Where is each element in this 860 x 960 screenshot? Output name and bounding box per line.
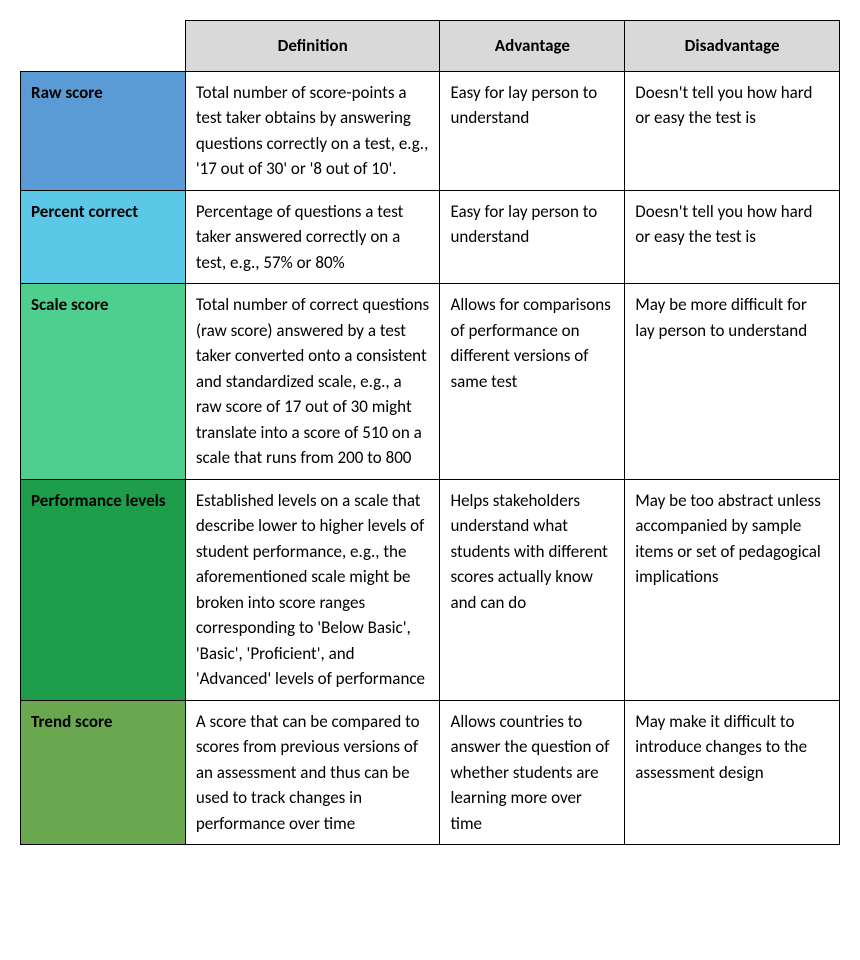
cell-definition: Total number of score-points a test take… bbox=[185, 71, 440, 190]
cell-disadvantage: Doesn't tell you how hard or easy the te… bbox=[625, 71, 840, 190]
cell-definition: Percentage of questions a test taker ans… bbox=[185, 190, 440, 284]
header-definition: Definition bbox=[185, 21, 440, 72]
cell-disadvantage: May be too abstract unless accompanied b… bbox=[625, 479, 840, 700]
row-label-trend-score: Trend score bbox=[21, 700, 186, 845]
cell-disadvantage: May make it difficult to introduce chang… bbox=[625, 700, 840, 845]
cell-advantage: Easy for lay person to understand bbox=[440, 190, 625, 284]
row-label-performance-levels: Performance levels bbox=[21, 479, 186, 700]
row-label-raw-score: Raw score bbox=[21, 71, 186, 190]
table-row: Raw score Total number of score-points a… bbox=[21, 71, 840, 190]
table-row: Percent correct Percentage of questions … bbox=[21, 190, 840, 284]
row-label-percent-correct: Percent correct bbox=[21, 190, 186, 284]
cell-disadvantage: Doesn't tell you how hard or easy the te… bbox=[625, 190, 840, 284]
table-row: Trend score A score that can be compared… bbox=[21, 700, 840, 845]
header-advantage: Advantage bbox=[440, 21, 625, 72]
cell-disadvantage: May be more difficult for lay person to … bbox=[625, 284, 840, 480]
cell-advantage: Helps stakeholders understand what stude… bbox=[440, 479, 625, 700]
cell-definition: Established levels on a scale that descr… bbox=[185, 479, 440, 700]
cell-advantage: Allows countries to answer the question … bbox=[440, 700, 625, 845]
header-disadvantage: Disadvantage bbox=[625, 21, 840, 72]
cell-definition: Total number of correct questions (raw s… bbox=[185, 284, 440, 480]
table-row: Performance levels Established levels on… bbox=[21, 479, 840, 700]
cell-definition: A score that can be compared to scores f… bbox=[185, 700, 440, 845]
cell-advantage: Easy for lay person to understand bbox=[440, 71, 625, 190]
row-label-scale-score: Scale score bbox=[21, 284, 186, 480]
cell-advantage: Allows for comparisons of performance on… bbox=[440, 284, 625, 480]
header-empty bbox=[21, 21, 186, 72]
score-types-table: Definition Advantage Disadvantage Raw sc… bbox=[20, 20, 840, 845]
table-row: Scale score Total number of correct ques… bbox=[21, 284, 840, 480]
header-row: Definition Advantage Disadvantage bbox=[21, 21, 840, 72]
